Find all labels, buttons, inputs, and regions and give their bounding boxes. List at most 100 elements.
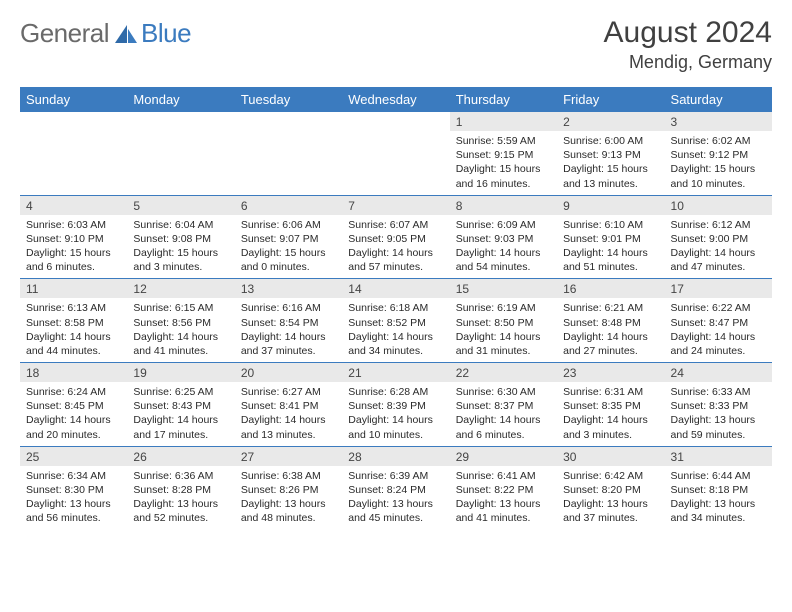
day-number-row: 11121314151617 — [20, 279, 772, 299]
weekday-header: Tuesday — [235, 87, 342, 112]
daylight-text: Daylight: 13 hours — [456, 497, 551, 511]
day-detail-cell: Sunrise: 6:28 AMSunset: 8:39 PMDaylight:… — [342, 382, 449, 446]
header: General Blue August 2024 Mendig, Germany — [20, 18, 772, 73]
sunrise-text: Sunrise: 6:10 AM — [563, 218, 658, 232]
daylight-text: and 24 minutes. — [671, 344, 766, 358]
sunset-text: Sunset: 8:43 PM — [133, 399, 228, 413]
sunset-text: Sunset: 8:22 PM — [456, 483, 551, 497]
day-detail-cell: Sunrise: 6:10 AMSunset: 9:01 PMDaylight:… — [557, 215, 664, 279]
day-detail-cell: Sunrise: 6:19 AMSunset: 8:50 PMDaylight:… — [450, 298, 557, 362]
daylight-text: Daylight: 14 hours — [133, 413, 228, 427]
day-detail-cell — [342, 131, 449, 195]
sunset-text: Sunset: 9:10 PM — [26, 232, 121, 246]
sunrise-text: Sunrise: 6:15 AM — [133, 301, 228, 315]
day-number-cell: 7 — [342, 195, 449, 215]
daylight-text: Daylight: 13 hours — [348, 497, 443, 511]
daylight-text: and 3 minutes. — [133, 260, 228, 274]
day-number-cell: 9 — [557, 195, 664, 215]
sunset-text: Sunset: 8:39 PM — [348, 399, 443, 413]
daylight-text: and 3 minutes. — [563, 428, 658, 442]
day-detail-cell: Sunrise: 6:38 AMSunset: 8:26 PMDaylight:… — [235, 466, 342, 530]
day-detail-cell: Sunrise: 6:25 AMSunset: 8:43 PMDaylight:… — [127, 382, 234, 446]
day-detail-cell: Sunrise: 6:34 AMSunset: 8:30 PMDaylight:… — [20, 466, 127, 530]
daylight-text: and 13 minutes. — [563, 177, 658, 191]
daylight-text: and 10 minutes. — [671, 177, 766, 191]
day-detail-cell: Sunrise: 6:04 AMSunset: 9:08 PMDaylight:… — [127, 215, 234, 279]
daylight-text: and 34 minutes. — [348, 344, 443, 358]
day-number-cell: 10 — [665, 195, 772, 215]
sunset-text: Sunset: 8:48 PM — [563, 316, 658, 330]
daylight-text: and 27 minutes. — [563, 344, 658, 358]
sunset-text: Sunset: 8:18 PM — [671, 483, 766, 497]
day-detail-cell: Sunrise: 6:27 AMSunset: 8:41 PMDaylight:… — [235, 382, 342, 446]
daylight-text: and 37 minutes. — [563, 511, 658, 525]
sunset-text: Sunset: 9:12 PM — [671, 148, 766, 162]
day-number-cell: 4 — [20, 195, 127, 215]
day-number-cell: 5 — [127, 195, 234, 215]
daylight-text: Daylight: 15 hours — [133, 246, 228, 260]
day-number-cell: 17 — [665, 279, 772, 299]
sunset-text: Sunset: 9:03 PM — [456, 232, 551, 246]
day-number-cell: 11 — [20, 279, 127, 299]
day-detail-cell: Sunrise: 6:36 AMSunset: 8:28 PMDaylight:… — [127, 466, 234, 530]
daylight-text: and 56 minutes. — [26, 511, 121, 525]
weekday-header: Monday — [127, 87, 234, 112]
sunrise-text: Sunrise: 6:03 AM — [26, 218, 121, 232]
daylight-text: and 20 minutes. — [26, 428, 121, 442]
day-detail-cell: Sunrise: 5:59 AMSunset: 9:15 PMDaylight:… — [450, 131, 557, 195]
daylight-text: Daylight: 14 hours — [241, 330, 336, 344]
sunrise-text: Sunrise: 6:27 AM — [241, 385, 336, 399]
daylight-text: Daylight: 14 hours — [456, 413, 551, 427]
sunrise-text: Sunrise: 6:07 AM — [348, 218, 443, 232]
sunrise-text: Sunrise: 6:41 AM — [456, 469, 551, 483]
location-label: Mendig, Germany — [604, 52, 772, 73]
day-number-row: 123 — [20, 112, 772, 131]
sunrise-text: Sunrise: 6:24 AM — [26, 385, 121, 399]
day-number-cell: 6 — [235, 195, 342, 215]
daylight-text: and 47 minutes. — [671, 260, 766, 274]
day-detail-cell: Sunrise: 6:22 AMSunset: 8:47 PMDaylight:… — [665, 298, 772, 362]
day-number-cell: 29 — [450, 446, 557, 466]
day-detail-cell: Sunrise: 6:00 AMSunset: 9:13 PMDaylight:… — [557, 131, 664, 195]
sunrise-text: Sunrise: 6:09 AM — [456, 218, 551, 232]
day-number-cell: 2 — [557, 112, 664, 131]
sunrise-text: Sunrise: 6:00 AM — [563, 134, 658, 148]
day-number-cell — [342, 112, 449, 131]
day-number-cell: 27 — [235, 446, 342, 466]
sunset-text: Sunset: 8:26 PM — [241, 483, 336, 497]
sunset-text: Sunset: 8:54 PM — [241, 316, 336, 330]
day-number-row: 45678910 — [20, 195, 772, 215]
day-detail-cell: Sunrise: 6:41 AMSunset: 8:22 PMDaylight:… — [450, 466, 557, 530]
daylight-text: and 52 minutes. — [133, 511, 228, 525]
daylight-text: Daylight: 13 hours — [241, 497, 336, 511]
day-detail-cell: Sunrise: 6:42 AMSunset: 8:20 PMDaylight:… — [557, 466, 664, 530]
daylight-text: and 13 minutes. — [241, 428, 336, 442]
daylight-text: Daylight: 15 hours — [563, 162, 658, 176]
sunset-text: Sunset: 8:37 PM — [456, 399, 551, 413]
weekday-header: Thursday — [450, 87, 557, 112]
day-number-cell: 31 — [665, 446, 772, 466]
sunset-text: Sunset: 8:28 PM — [133, 483, 228, 497]
sunrise-text: Sunrise: 6:21 AM — [563, 301, 658, 315]
day-detail-row: Sunrise: 5:59 AMSunset: 9:15 PMDaylight:… — [20, 131, 772, 195]
daylight-text: and 0 minutes. — [241, 260, 336, 274]
day-detail-row: Sunrise: 6:03 AMSunset: 9:10 PM Daylight:… — [20, 215, 772, 279]
day-detail-cell: Sunrise: 6:16 AMSunset: 8:54 PMDaylight:… — [235, 298, 342, 362]
day-detail-cell: Sunrise: 6:06 AMSunset: 9:07 PMDaylight:… — [235, 215, 342, 279]
day-number-cell: 3 — [665, 112, 772, 131]
day-detail-cell: Sunrise: 6:44 AMSunset: 8:18 PMDaylight:… — [665, 466, 772, 530]
daylight-text: Daylight: 13 hours — [563, 497, 658, 511]
weekday-header: Friday — [557, 87, 664, 112]
sunrise-text: Sunrise: 6:30 AM — [456, 385, 551, 399]
day-detail-cell: Sunrise: 6:21 AMSunset: 8:48 PMDaylight:… — [557, 298, 664, 362]
daylight-text: Daylight: 13 hours — [133, 497, 228, 511]
daylight-text: and 57 minutes. — [348, 260, 443, 274]
daylight-text: Daylight: 15 hours — [456, 162, 551, 176]
sunset-text: Sunset: 9:15 PM — [456, 148, 551, 162]
day-number-cell — [127, 112, 234, 131]
day-number-cell: 18 — [20, 363, 127, 383]
day-number-cell: 19 — [127, 363, 234, 383]
day-detail-row: Sunrise: 6:34 AMSunset: 8:30 PMDaylight:… — [20, 466, 772, 530]
sunrise-text: Sunrise: 6:12 AM — [671, 218, 766, 232]
daylight-text: Daylight: 13 hours — [671, 413, 766, 427]
